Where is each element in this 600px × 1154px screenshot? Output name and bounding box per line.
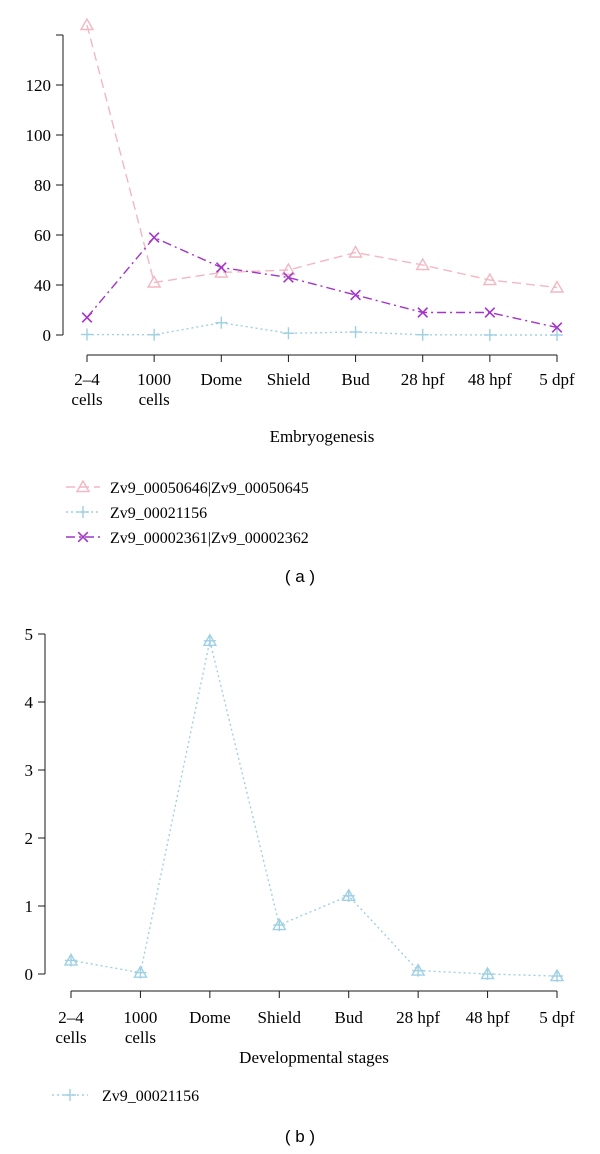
chart-a-series-2-line — [86, 236, 558, 329]
chart-b-x-tick-label: 2–4 — [58, 1008, 84, 1027]
chart-b-x-tick-label: 48 hpf — [466, 1008, 510, 1027]
chart-a-series-0-point — [146, 275, 162, 288]
chart-b-x-tick-label: cells — [55, 1028, 86, 1047]
chart-a-x-tick-label: 1000 — [137, 370, 171, 389]
chart-a-y-tick-label: 40 — [34, 276, 51, 295]
chart-a-series-0-point-triangle — [281, 262, 296, 276]
chart-b-y-tick-label: 3 — [25, 761, 34, 780]
chart-a-x-tick-label: Bud — [341, 370, 370, 389]
chart-a-series-0-point — [415, 257, 430, 271]
chart-a-x-tick-label: Dome — [201, 370, 243, 389]
chart-a-y-tick-label: 100 — [26, 126, 52, 145]
chart-a-series-2-point-x2 — [551, 322, 563, 333]
chart-a-y-tick-label: 0 — [43, 326, 52, 345]
chart-a-series-1-point — [81, 328, 93, 341]
chart-a-series-2-point-x2 — [283, 272, 294, 283]
chart-a-series-1-point — [282, 327, 295, 340]
chart-a-series-0-point-triangle — [549, 280, 565, 293]
chart-a-series-2-point-x2 — [484, 307, 496, 318]
chart-a-series-2-point — [417, 307, 429, 318]
chart-a-legend-label-0: Zv9_00050646|Zv9_00050645 — [110, 480, 309, 497]
chart-a-series-1-point — [148, 328, 161, 341]
chart-b-y-tick-label: 2 — [25, 829, 34, 848]
chart-a-x-tick-label: 48 hpf — [468, 370, 512, 389]
chart-b-x-tick-label: 5 dpf — [539, 1008, 575, 1027]
chart-a-series-2-point — [350, 289, 361, 301]
chart-a-legend-marker-1 — [77, 506, 89, 518]
chart-a-series-0-point — [214, 265, 229, 278]
chart-a-series-2-point — [551, 322, 563, 333]
chart-b-y-tick-label: 4 — [25, 693, 34, 712]
chart-a-series-2-point-x2 — [350, 289, 361, 301]
chart-a-series-2-point — [283, 272, 294, 283]
chart-a-series-0-point — [482, 272, 498, 286]
chart-a-y-tick-label: 60 — [34, 226, 51, 245]
chart-b-series-0-point — [549, 968, 565, 983]
chart-a-series-2-point — [81, 312, 93, 323]
chart-a-series-1-line — [86, 322, 557, 336]
chart-b-panel-label: ( b ) — [285, 1127, 315, 1146]
chart-b-x-axis-title: Developmental stages — [239, 1048, 389, 1067]
chart-b-legend-label-0: Zv9_00021156 — [102, 1088, 199, 1105]
chart-a-x-tick-label: Shield — [267, 370, 311, 389]
chart-b-x-tick-label: cells — [125, 1028, 156, 1047]
chart-a-x-axis-title: Embryogenesis — [270, 427, 375, 446]
chart-a-series-2-point-x2 — [417, 307, 429, 318]
chart-a-x-tick-label: 2–4 — [74, 370, 100, 389]
chart-a-series-2-point-x2 — [215, 262, 227, 273]
chart-a-legend-marker-0 — [75, 479, 91, 493]
chart-b-series-0-line — [70, 640, 558, 977]
chart-a-series-2-point-x2 — [81, 312, 93, 323]
chart-b-series-0-point — [410, 963, 426, 977]
chart-b-x-tick-label: 28 hpf — [396, 1008, 440, 1027]
chart-a-y-tick-label: 120 — [26, 76, 52, 95]
chart-a-x-tick-label: cells — [71, 390, 102, 409]
chart-a-series-1-point — [483, 329, 496, 341]
chart-b-x-tick-label: Bud — [335, 1008, 364, 1027]
chart-a-x-tick-label: 28 hpf — [401, 370, 445, 389]
chart-b-y-tick-label: 1 — [25, 897, 34, 916]
chart-a-series-2-point — [148, 232, 160, 243]
chart-a-legend-marker-2 — [77, 531, 89, 543]
chart-a-x-tick-label: cells — [139, 390, 170, 409]
chart-b-series-0-point — [63, 952, 79, 967]
chart-a-y-tick-label: 80 — [34, 176, 51, 195]
chart-b-series-0-point — [133, 965, 148, 979]
chart-b-x-tick-label: 1000 — [123, 1008, 157, 1027]
chart-a-legend-label-2: Zv9_00002361|Zv9_00002362 — [110, 530, 309, 547]
chart-a-x-tick-label: 5 dpf — [539, 370, 575, 389]
chart-a-series-0-point — [549, 280, 565, 293]
chart-a-series-1-point — [215, 316, 228, 329]
chart-a-series-0-point — [79, 17, 95, 31]
chart-b-series-0-point — [341, 888, 356, 902]
chart-b-x-tick-label: Dome — [189, 1008, 231, 1027]
chart-a-series-1-point — [551, 329, 563, 341]
chart-a-series-0-point — [348, 245, 363, 258]
chart-a-series-1-point — [349, 326, 362, 338]
chart-b-series-0-point — [480, 966, 495, 980]
chart-a-series-0-point-triangle — [482, 272, 498, 286]
chart-b-series-0-point — [202, 633, 218, 647]
chart-a-series-1-point — [416, 328, 429, 341]
chart-a-legend-marker-0-triangle — [75, 479, 91, 493]
chart-b-x-tick-label: Shield — [258, 1008, 302, 1027]
chart-a-series-0-point-triangle — [348, 245, 363, 258]
chart-a-legend-marker-2-x2 — [77, 531, 89, 543]
chart-a-legend-label-1: Zv9_00021156 — [110, 505, 207, 522]
chart-a-series-0-point — [281, 262, 296, 276]
chart-a-series-2-point — [484, 307, 496, 318]
chart-a-series-2-point-x2 — [148, 232, 160, 243]
chart-b-legend-marker-0 — [64, 1089, 76, 1101]
chart-a-panel-label: ( a ) — [285, 567, 315, 586]
chart-a-series-0-point-triangle — [415, 257, 430, 271]
chart-b-series-0-point — [272, 917, 287, 932]
chart-a-series-0-point-triangle — [79, 17, 95, 31]
chart-b-y-tick-label: 0 — [25, 965, 34, 984]
chart-a-series-0-point-triangle — [214, 265, 229, 278]
chart-b-y-tick-label: 5 — [25, 625, 34, 644]
chart-a-series-0-point-triangle — [146, 275, 162, 288]
chart-a-series-2-point — [215, 262, 227, 273]
chart-a-series-0-line — [86, 24, 558, 289]
